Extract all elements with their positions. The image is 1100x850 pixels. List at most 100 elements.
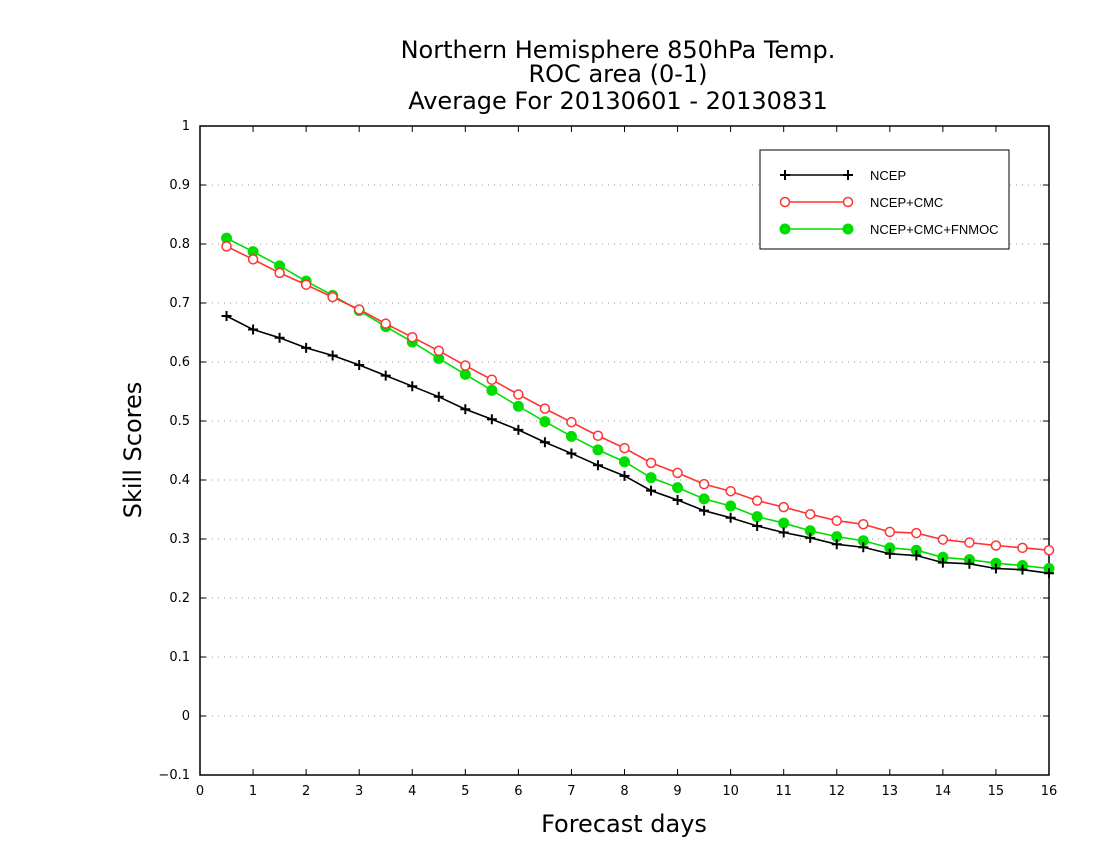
- data-point-ncep-cmc-fnmoc: [592, 444, 604, 456]
- data-point-ncep-cmc: [751, 495, 763, 506]
- data-point-ncep: [460, 404, 471, 415]
- data-point-ncep-cmc: [221, 241, 232, 252]
- series-line-ncep-cmc: [226, 245, 1050, 552]
- data-point-ncep-cmc: [1017, 542, 1028, 554]
- data-point-ncep-cmc: [592, 430, 604, 441]
- legend-entries: NCEP NCEP+CMC NCEP+CMC+FNMOC: [779, 168, 999, 237]
- data-point-ncep: [566, 448, 577, 459]
- data-point-ncep-cmc-fnmoc: [459, 368, 471, 380]
- data-point-ncep-cmc-fnmoc: [778, 517, 790, 529]
- data-point-ncep-cmc: [486, 374, 498, 385]
- data-point-ncep-cmc-fnmoc: [672, 482, 684, 494]
- data-point-ncep: [752, 521, 763, 532]
- data-point-ncep: [699, 505, 710, 516]
- x-tick-label: 11: [775, 784, 792, 799]
- series-layer: [221, 232, 1055, 579]
- data-point-ncep: [725, 512, 736, 523]
- legend-box: [759, 149, 1010, 250]
- y-tick-label: 0.6: [169, 355, 190, 370]
- y-tick-label: −0.1: [158, 768, 190, 783]
- x-tick-label: 4: [408, 784, 416, 799]
- y-tick-label: 0.9: [169, 178, 190, 193]
- data-point-ncep-cmc: [831, 515, 842, 526]
- data-point-ncep: [539, 437, 550, 448]
- chart-title-line-1: Northern Hemisphere 850hPa Temp.: [401, 36, 836, 64]
- y-tick-label: 1: [182, 119, 190, 134]
- data-point-ncep-cmc: [778, 501, 789, 513]
- data-point-ncep: [990, 563, 1001, 574]
- legend-marker-ncep-cmc-fnmoc: [779, 223, 791, 235]
- data-point-ncep-cmc: [858, 519, 869, 530]
- data-point-ncep: [1044, 568, 1054, 579]
- x-tick-label: 3: [355, 784, 363, 799]
- data-point-ncep: [911, 550, 922, 561]
- data-point-ncep-cmc: [725, 485, 736, 497]
- data-point-ncep-cmc-fnmoc: [539, 416, 551, 428]
- data-point-ncep-cmc-fnmoc: [698, 493, 710, 505]
- data-point-ncep-cmc: [247, 254, 259, 265]
- data-point-ncep: [301, 342, 312, 353]
- series-ncep-cmc-fnmoc: [221, 232, 1055, 574]
- y-tick-label: 0.5: [169, 414, 190, 429]
- series-line-ncep-cmc-fnmoc: [226, 237, 1050, 570]
- data-point-ncep-cmc: [433, 345, 445, 357]
- data-point-ncep-cmc: [698, 478, 710, 490]
- data-point-ncep-cmc: [884, 526, 896, 538]
- x-tick-label: 1: [249, 784, 257, 799]
- legend-marker-ncep: [780, 170, 790, 180]
- data-point-ncep: [221, 310, 232, 321]
- data-point-ncep: [486, 414, 497, 425]
- data-point-ncep: [884, 548, 895, 559]
- data-point-ncep-cmc: [407, 331, 418, 343]
- legend-label-ncep: NCEP: [870, 168, 906, 183]
- y-tick-label: 0.1: [169, 650, 190, 665]
- x-tick-label: 10: [722, 784, 739, 799]
- data-point-ncep-cmc: [274, 267, 285, 279]
- data-point-ncep: [592, 460, 603, 471]
- data-point-ncep-cmc: [619, 442, 630, 454]
- data-point-ncep: [778, 527, 789, 538]
- y-tick-label: 0.8: [169, 237, 190, 252]
- legend-label-ncep-cmc-fnmoc: NCEP+CMC+FNMOC: [870, 222, 999, 237]
- data-point-ncep: [248, 324, 259, 335]
- data-point-ncep: [380, 370, 391, 381]
- data-point-ncep-cmc-fnmoc: [645, 472, 657, 484]
- data-point-ncep: [858, 542, 869, 553]
- data-point-ncep-cmc-fnmoc: [619, 456, 630, 468]
- data-point-ncep: [805, 532, 816, 543]
- axis-ticks: −0.100.10.20.30.40.50.60.70.80.910 1 2 3 4 5 6…: [158, 119, 1057, 799]
- data-point-ncep-cmc: [513, 389, 524, 400]
- data-point-ncep-cmc-fnmoc: [751, 511, 763, 523]
- x-tick-label: 16: [1041, 784, 1058, 799]
- data-point-ncep-cmc-fnmoc: [486, 384, 498, 396]
- x-tick-label: 8: [620, 784, 628, 799]
- data-point-ncep-cmc: [460, 360, 471, 371]
- data-point-ncep-cmc: [539, 403, 551, 414]
- data-point-ncep-cmc-fnmoc: [725, 500, 737, 512]
- data-point-ncep: [354, 359, 365, 370]
- legend-marker-ncep-cmc: [779, 196, 791, 208]
- x-tick-label: 0: [196, 784, 204, 799]
- y-tick-label: 0: [182, 709, 190, 724]
- data-point-ncep: [274, 332, 285, 343]
- data-point-ncep-cmc: [566, 416, 577, 428]
- data-point-ncep-cmc: [645, 457, 657, 469]
- y-tick-label: 0.2: [169, 591, 190, 606]
- data-point-ncep: [646, 485, 657, 496]
- data-point-ncep: [619, 470, 630, 481]
- x-tick-label: 13: [882, 784, 899, 799]
- data-point-ncep-cmc: [964, 537, 975, 548]
- data-point-ncep-cmc: [300, 279, 312, 290]
- data-point-ncep-cmc: [911, 527, 922, 539]
- legend: NCEP NCEP+CMC NCEP+CMC+FNMOC: [759, 149, 1010, 250]
- legend-marker-ncep: [843, 170, 853, 180]
- y-axis-label: Skill Scores: [119, 382, 147, 519]
- x-tick-label: 15: [988, 784, 1005, 799]
- series-ncep-cmc: [221, 241, 1055, 556]
- data-point-ncep: [1017, 564, 1028, 575]
- chart-title-line-2: ROC area (0-1): [528, 60, 707, 88]
- x-tick-label: 9: [673, 784, 681, 799]
- data-point-ncep-cmc: [990, 540, 1002, 551]
- y-tick-label: 0.7: [169, 296, 190, 311]
- x-tick-label: 14: [935, 784, 952, 799]
